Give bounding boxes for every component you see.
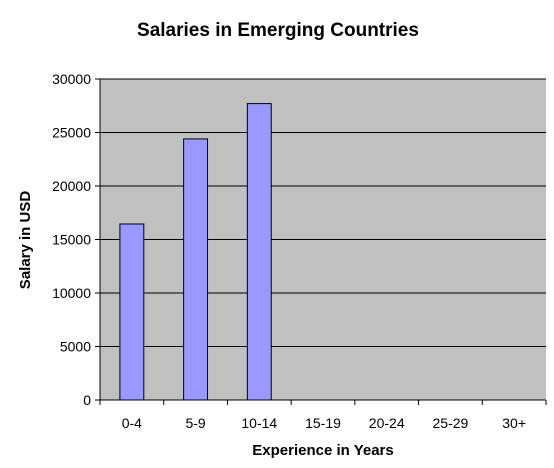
bars xyxy=(119,103,272,401)
y-tick-label: 5000 xyxy=(60,339,91,355)
bar-10-14 xyxy=(246,103,272,401)
y-tick-labels: 0 5000 10000 15000 20000 25000 30000 xyxy=(52,71,91,408)
gridlines xyxy=(100,78,546,347)
y-tick-label: 10000 xyxy=(52,285,91,301)
y-axis-title: Salary in USD xyxy=(17,191,34,290)
bar-5-9 xyxy=(183,138,209,401)
x-tick-label: 0-4 xyxy=(122,415,142,431)
x-tick-labels: 0-4 5-9 10-14 15-19 20-24 25-29 30+ xyxy=(122,415,526,431)
chart-title: Salaries in Emerging Countries xyxy=(137,20,419,41)
axes xyxy=(95,78,547,405)
x-tick-label: 15-19 xyxy=(305,415,341,431)
x-axis-title: Experience in Years xyxy=(252,442,393,459)
bar-0-4 xyxy=(119,223,145,401)
y-tick-label: 0 xyxy=(83,392,91,408)
x-tick-label: 10-14 xyxy=(241,415,277,431)
x-tick-label: 30+ xyxy=(502,415,526,431)
x-tick-label: 20-24 xyxy=(369,415,405,431)
x-tick-label: 5-9 xyxy=(185,415,205,431)
y-tick-label: 25000 xyxy=(52,125,91,141)
y-tick-label: 30000 xyxy=(52,71,91,87)
y-tick-label: 20000 xyxy=(52,178,91,194)
y-tick-label: 15000 xyxy=(52,232,91,248)
x-tick-label: 25-29 xyxy=(433,415,469,431)
